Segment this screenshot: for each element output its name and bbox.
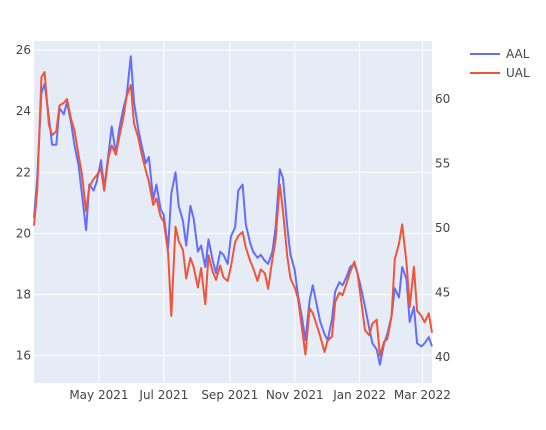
y-gridlines	[34, 49, 432, 357]
y-right-tick-label: 50	[435, 221, 450, 235]
x-tick-label: Sep 2021	[201, 388, 258, 402]
y-left-tick-label: 20	[16, 226, 31, 240]
x-tick-label: Jan 2022	[332, 388, 386, 402]
x-tick-label: Jul 2021	[138, 388, 188, 402]
y-left-tick-label: 22	[16, 165, 31, 179]
y-left-tick-label: 24	[16, 104, 31, 118]
y-right-tick-label: 60	[435, 92, 450, 106]
legend-label: UAL	[506, 66, 530, 80]
y-left-tick-label: 16	[16, 349, 31, 363]
y-left-tick-label: 18	[16, 287, 31, 301]
x-tick-label: Nov 2021	[266, 388, 324, 402]
legend-label: AAL	[506, 47, 530, 61]
y-right-tick-label: 45	[435, 286, 450, 300]
legend[interactable]: AAL UAL	[470, 47, 530, 80]
x-gridlines	[98, 41, 423, 383]
series-line-aal	[33, 55, 433, 366]
y-right-tick-label: 55	[435, 157, 450, 171]
series-lines	[33, 55, 433, 366]
x-tick-label: May 2021	[69, 388, 128, 402]
legend-item-aal[interactable]: AAL	[470, 47, 530, 61]
series-line-ual	[33, 71, 433, 357]
x-tick-label: Mar 2022	[394, 388, 451, 402]
y-right-tick-label: 40	[435, 350, 450, 364]
y-left-axis-ticks: 16 18 20 22 24 26	[16, 43, 31, 362]
x-axis-ticks: May 2021 Jul 2021 Sep 2021 Nov 2021 Jan 2022…	[69, 388, 451, 402]
y-left-tick-label: 26	[16, 43, 31, 57]
y-right-axis-ticks: 40 45 50 55 60	[435, 92, 450, 364]
plot-area	[34, 41, 432, 383]
legend-item-ual[interactable]: UAL	[470, 66, 530, 80]
